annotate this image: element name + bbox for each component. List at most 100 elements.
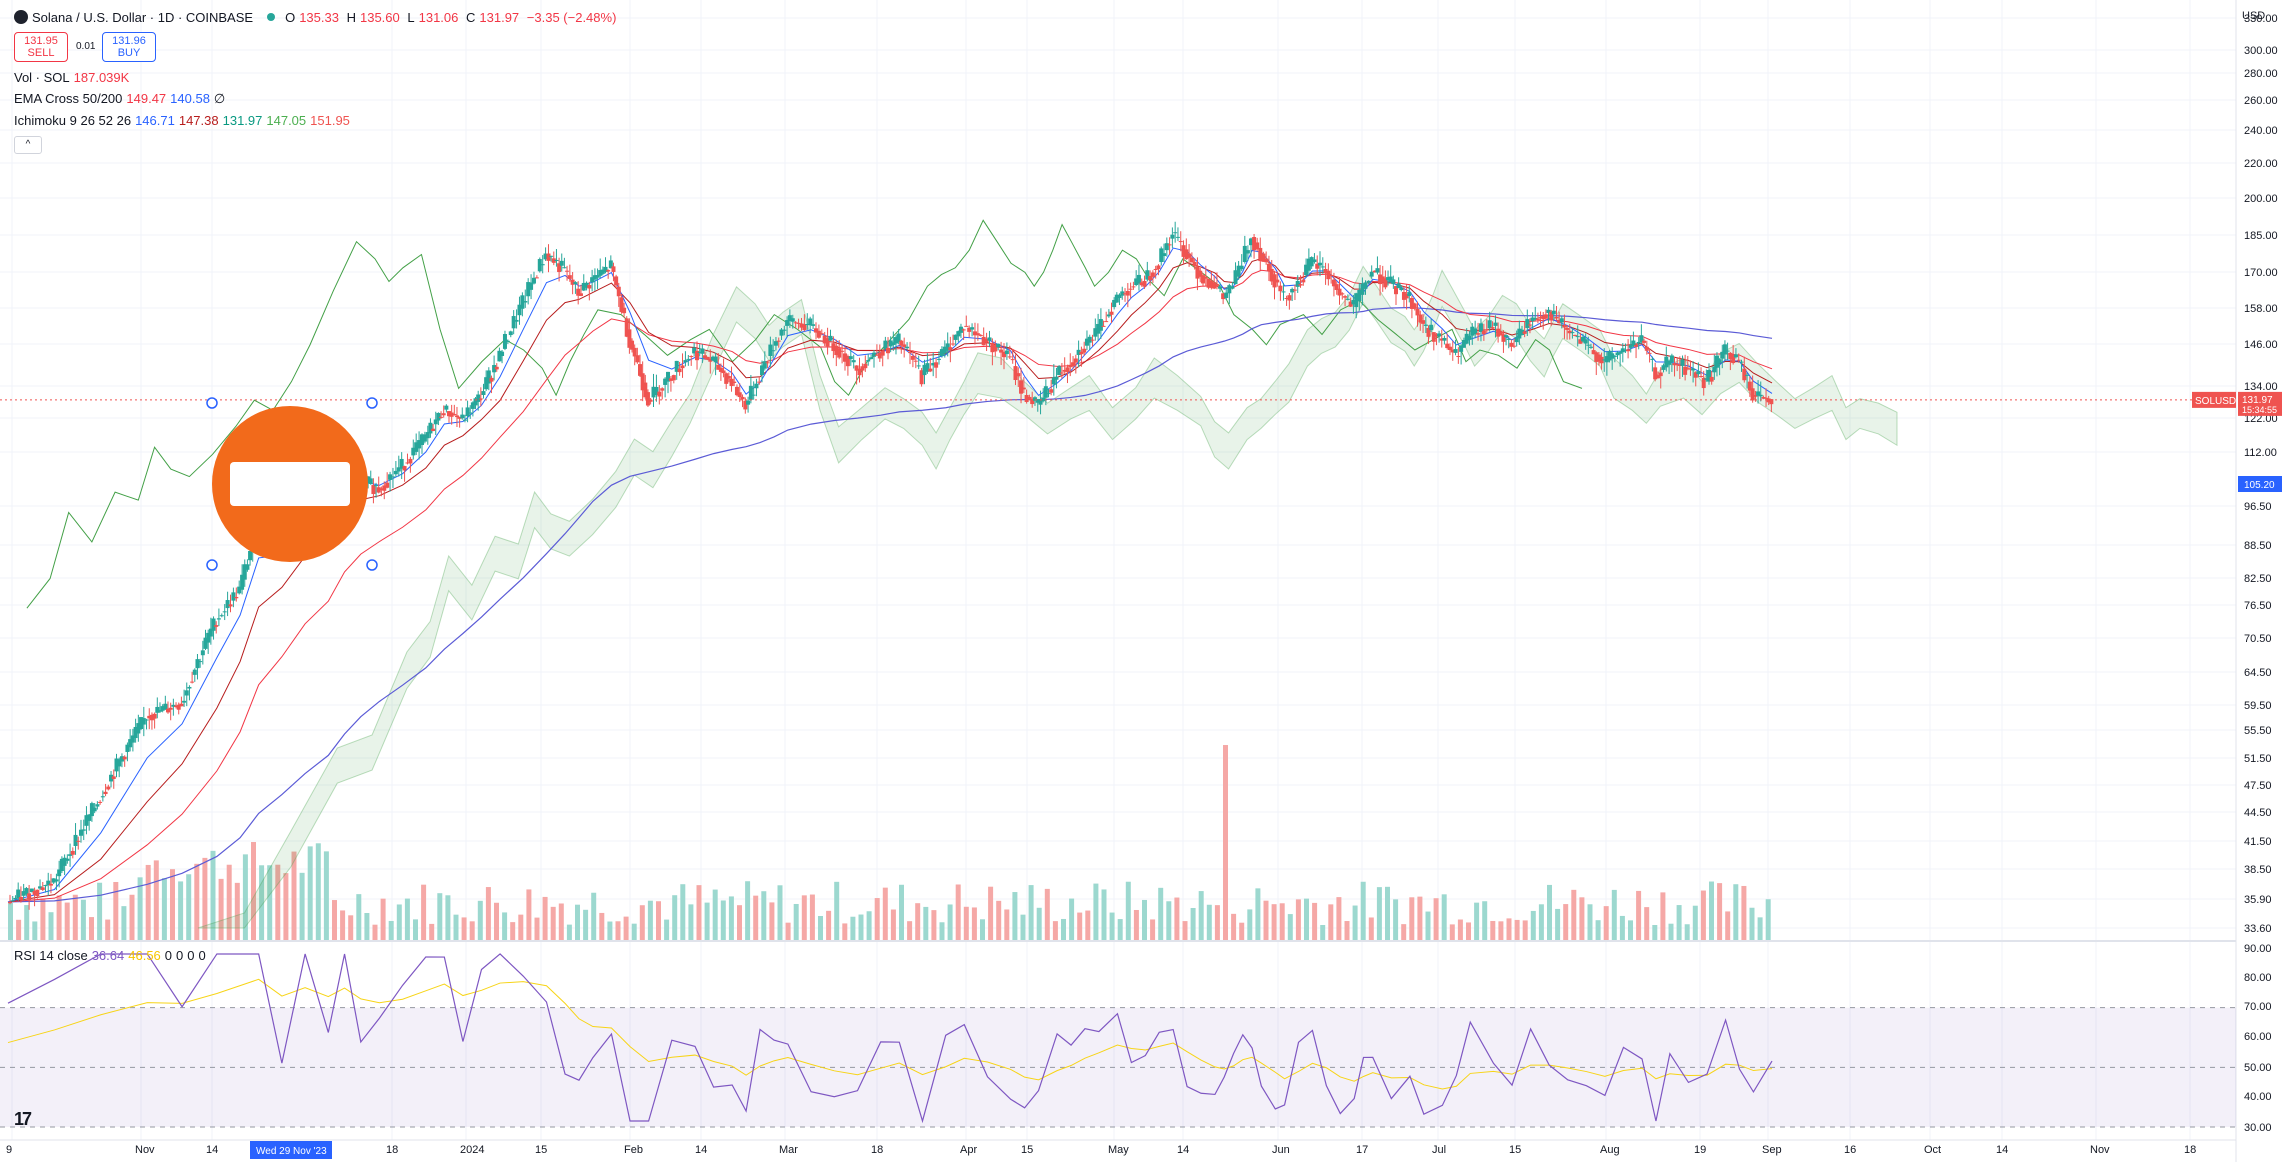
- volume-bar: [1117, 919, 1123, 940]
- volume-legend[interactable]: Vol · SOL 187.039K: [14, 70, 130, 85]
- candle-body: [1109, 311, 1114, 315]
- buy-button[interactable]: 131.96 BUY: [102, 32, 156, 62]
- volume-bar: [1020, 914, 1026, 940]
- candle-body: [1233, 270, 1238, 285]
- candle-body: [1610, 353, 1615, 359]
- candle-body: [1484, 329, 1489, 331]
- volume-bar: [194, 863, 200, 940]
- volume-bar: [728, 896, 734, 940]
- candle-body: [1372, 270, 1377, 273]
- volume-bar: [882, 887, 888, 940]
- volume-bar: [1603, 906, 1609, 940]
- candle-body: [666, 371, 671, 382]
- candle-body: [874, 354, 879, 356]
- candle-body: [393, 470, 398, 475]
- symbol-title[interactable]: Solana / U.S. Dollar · 1D · COINBASE: [32, 10, 254, 25]
- candle-body: [405, 462, 410, 464]
- volume-bar: [1587, 904, 1593, 940]
- price-tick-label: 280.00: [2244, 68, 2278, 80]
- candle-body: [390, 476, 395, 478]
- candle-body: [1591, 350, 1596, 355]
- volume-bar: [680, 884, 686, 940]
- candle-body: [1298, 284, 1303, 286]
- candle-body: [951, 343, 956, 345]
- candle-body: [934, 362, 939, 368]
- candle-body: [1426, 327, 1431, 337]
- candle-body: [21, 891, 26, 896]
- candle-body: [1546, 309, 1551, 314]
- candle-body: [481, 391, 486, 395]
- volume-bar: [850, 916, 856, 940]
- volume-bar: [1336, 897, 1342, 940]
- candle-body: [439, 416, 444, 418]
- symbol-tag: SOLUSD: [2195, 396, 2236, 407]
- candle-body: [899, 340, 904, 346]
- volume-bar: [372, 924, 378, 940]
- candle-body: [214, 625, 219, 627]
- candle-body: [192, 669, 197, 675]
- market-status-icon[interactable]: [267, 13, 276, 21]
- candle-body: [945, 343, 950, 351]
- candle-body: [70, 850, 75, 855]
- candle-body: [1722, 344, 1727, 355]
- candle-body: [1549, 311, 1554, 321]
- candle-body: [73, 834, 78, 846]
- volume-bar: [1466, 922, 1471, 940]
- candle-body: [520, 295, 525, 309]
- sell-button[interactable]: 131.95 SELL: [14, 32, 68, 62]
- candle-body: [1162, 253, 1167, 257]
- collapse-legend-button[interactable]: ^: [14, 136, 42, 154]
- candle-body: [1073, 358, 1078, 363]
- candle-body: [1401, 291, 1406, 300]
- currency-button[interactable]: USD: [2242, 10, 2266, 22]
- candle-body: [964, 325, 969, 327]
- volume-bar: [48, 912, 54, 940]
- candle-body: [514, 319, 519, 322]
- candle-body: [883, 340, 888, 350]
- candle-body: [771, 350, 776, 352]
- candle-body: [724, 373, 729, 384]
- candle-body: [1357, 289, 1362, 302]
- rsi-legend[interactable]: RSI 14 close 36.64 46.56 0 0 0 0: [14, 948, 206, 963]
- candle-body: [1594, 352, 1599, 362]
- volume-bar: [129, 894, 135, 940]
- time-tick-label: 19: [1694, 1144, 1706, 1156]
- volume-bar: [1652, 924, 1658, 940]
- volume-bar: [720, 900, 726, 940]
- volume-bar: [1182, 921, 1188, 940]
- candle-body: [1604, 356, 1609, 363]
- candle-body: [147, 715, 152, 719]
- candle-body: [1030, 398, 1035, 405]
- volume-bar: [1279, 903, 1285, 940]
- ichimoku-legend[interactable]: Ichimoku 9 26 52 26 146.71 147.38 131.97 147…: [14, 113, 350, 128]
- candle-body: [1667, 360, 1672, 365]
- volume-bar: [64, 902, 70, 940]
- candle-body: [802, 324, 807, 331]
- candle-body: [1525, 319, 1530, 328]
- candle-body: [805, 324, 810, 326]
- candle-body: [1114, 294, 1119, 303]
- time-tick-label: Jul: [1432, 1144, 1446, 1156]
- candle-body: [1437, 333, 1442, 337]
- open-value: 135.33: [299, 10, 339, 25]
- candle-body: [1258, 247, 1263, 262]
- candle-body: [961, 329, 966, 331]
- candle-body: [1509, 342, 1514, 347]
- spread-value: 0.01: [76, 41, 96, 52]
- candle-body: [1696, 371, 1701, 375]
- candle-body: [1090, 339, 1095, 341]
- candle-body: [828, 335, 833, 341]
- ema-legend[interactable]: EMA Cross 50/200 149.47 140.58 ∅: [14, 91, 226, 106]
- volume-bar: [1206, 904, 1212, 940]
- rsi-tick-label: 70.00: [2244, 1001, 2272, 1013]
- candle-body: [1551, 310, 1556, 315]
- volume-bar: [534, 917, 540, 940]
- candle-body: [1184, 249, 1189, 260]
- price-tick-label: 170.00: [2244, 267, 2278, 279]
- candle-body: [368, 478, 373, 484]
- rsi-tick-label: 30.00: [2244, 1122, 2272, 1134]
- candle-body: [1331, 279, 1336, 287]
- tradingview-logo-icon[interactable]: 17: [14, 1109, 32, 1129]
- candle-body: [109, 774, 114, 782]
